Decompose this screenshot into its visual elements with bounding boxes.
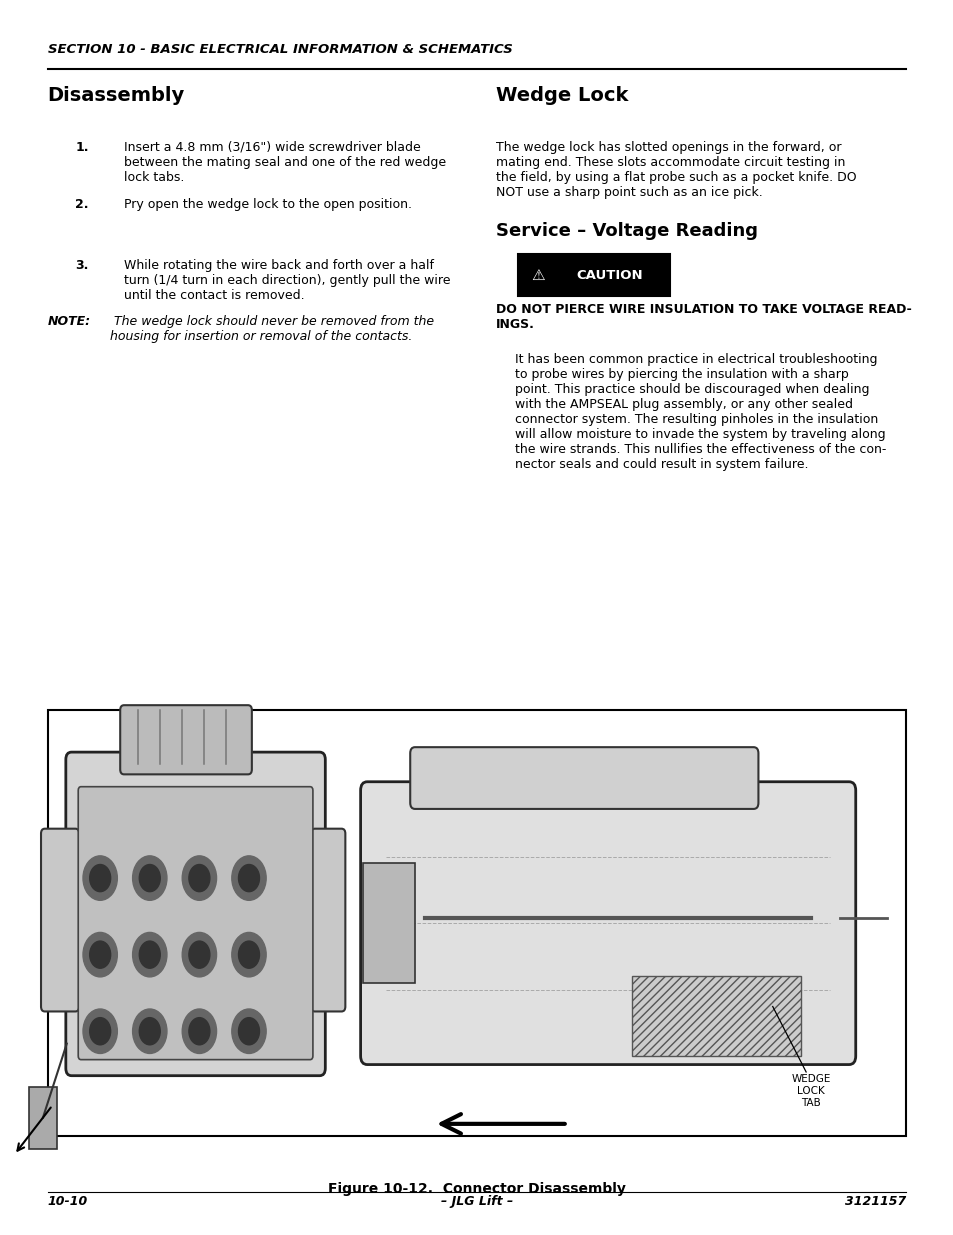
Text: Disassembly: Disassembly xyxy=(48,86,185,105)
Text: – JLG Lift –: – JLG Lift – xyxy=(440,1194,513,1208)
Circle shape xyxy=(83,856,117,900)
Text: The wedge lock has slotted openings in the forward, or
mating end. These slots a: The wedge lock has slotted openings in t… xyxy=(496,141,856,199)
Circle shape xyxy=(132,856,167,900)
FancyBboxPatch shape xyxy=(311,829,345,1011)
Bar xyxy=(362,863,415,983)
Text: NOTE:: NOTE: xyxy=(48,315,91,329)
Circle shape xyxy=(132,932,167,977)
Circle shape xyxy=(238,941,259,968)
Circle shape xyxy=(232,856,266,900)
Circle shape xyxy=(90,1018,111,1045)
Circle shape xyxy=(83,1009,117,1053)
Circle shape xyxy=(232,1009,266,1053)
Text: WEDGE
LOCK
TAB: WEDGE LOCK TAB xyxy=(790,1074,830,1108)
Circle shape xyxy=(90,941,111,968)
Circle shape xyxy=(189,1018,210,1045)
FancyBboxPatch shape xyxy=(360,782,855,1065)
Text: 10-10: 10-10 xyxy=(48,1194,88,1208)
Circle shape xyxy=(189,864,210,892)
Text: 1.: 1. xyxy=(75,141,89,154)
Circle shape xyxy=(139,864,160,892)
Text: Wedge Lock: Wedge Lock xyxy=(496,86,628,105)
Text: 2.: 2. xyxy=(75,198,89,211)
Circle shape xyxy=(232,932,266,977)
Circle shape xyxy=(139,941,160,968)
FancyBboxPatch shape xyxy=(410,747,758,809)
Text: While rotating the wire back and forth over a half
turn (1/4 turn in each direct: While rotating the wire back and forth o… xyxy=(124,259,450,303)
Text: The wedge lock should never be removed from the
housing for insertion or removal: The wedge lock should never be removed f… xyxy=(110,315,434,343)
FancyBboxPatch shape xyxy=(78,787,313,1060)
FancyBboxPatch shape xyxy=(29,1087,57,1149)
Circle shape xyxy=(83,932,117,977)
Text: It has been common practice in electrical troubleshooting
to probe wires by pier: It has been common practice in electrica… xyxy=(515,353,885,472)
Text: Insert a 4.8 mm (3/16") wide screwdriver blade
between the mating seal and one o: Insert a 4.8 mm (3/16") wide screwdriver… xyxy=(124,141,446,184)
Bar xyxy=(632,976,800,1056)
FancyBboxPatch shape xyxy=(517,254,669,296)
Circle shape xyxy=(90,864,111,892)
Circle shape xyxy=(132,1009,167,1053)
Circle shape xyxy=(238,1018,259,1045)
Text: Service – Voltage Reading: Service – Voltage Reading xyxy=(496,221,758,240)
Bar xyxy=(48,710,905,1136)
Text: SECTION 10 - BASIC ELECTRICAL INFORMATION & SCHEMATICS: SECTION 10 - BASIC ELECTRICAL INFORMATIO… xyxy=(48,42,512,56)
Circle shape xyxy=(189,941,210,968)
Circle shape xyxy=(182,856,216,900)
FancyBboxPatch shape xyxy=(66,752,325,1076)
Circle shape xyxy=(238,864,259,892)
Text: Figure 10-12.  Connector Disassembly: Figure 10-12. Connector Disassembly xyxy=(328,1182,625,1195)
Text: Pry open the wedge lock to the open position.: Pry open the wedge lock to the open posi… xyxy=(124,198,412,211)
Text: ⚠: ⚠ xyxy=(531,268,544,283)
Text: CAUTION: CAUTION xyxy=(576,269,642,282)
Text: 3121157: 3121157 xyxy=(844,1194,905,1208)
Circle shape xyxy=(182,932,216,977)
FancyBboxPatch shape xyxy=(120,705,252,774)
Circle shape xyxy=(182,1009,216,1053)
Text: 3.: 3. xyxy=(75,259,89,273)
Circle shape xyxy=(139,1018,160,1045)
Text: DO NOT PIERCE WIRE INSULATION TO TAKE VOLTAGE READ-
INGS.: DO NOT PIERCE WIRE INSULATION TO TAKE VO… xyxy=(496,303,911,331)
FancyBboxPatch shape xyxy=(41,829,79,1011)
